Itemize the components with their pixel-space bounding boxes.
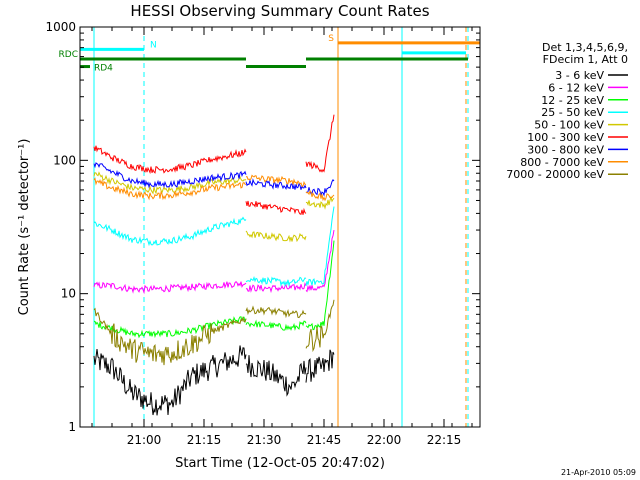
- legend-entry-8: 7000 - 20000 keV: [506, 168, 604, 181]
- series-3-segment-0: [93, 216, 247, 247]
- footer-timestamp: 21-Apr-2010 05:09: [561, 468, 636, 477]
- legend-entry-3: 25 - 50 keV: [541, 106, 604, 119]
- series-6-segment-1: [245, 178, 307, 191]
- flag-label-2: S: [328, 34, 334, 44]
- series-7: [93, 174, 335, 202]
- legend-header-1: FDecim 1, Att 0: [543, 53, 628, 66]
- x-tick-label-2: 21:30: [247, 433, 282, 447]
- series-1-segment-2: [305, 230, 335, 293]
- legend: Det 1,3,4,5,6,9,FDecim 1, Att 0 3 - 6 keV…: [506, 41, 628, 181]
- x-tick-label-3: 21:45: [307, 433, 342, 447]
- legend-entry-5: 100 - 300 keV: [527, 131, 604, 144]
- series-0-segment-1: [245, 355, 307, 397]
- series-4: [93, 171, 335, 243]
- series-8-segment-0: [93, 307, 247, 366]
- x-tick-label-5: 22:15: [427, 433, 462, 447]
- series-4-segment-0: [93, 171, 247, 195]
- series-0-segment-2: [305, 349, 335, 383]
- series-0: [93, 345, 335, 416]
- x-axis-label: Start Time (12-Oct-05 20:47:02): [175, 456, 385, 471]
- x-axis: 21:00 21:15 21:30 21:45 22:00 22:15: [91, 27, 473, 447]
- series-3-segment-1: [245, 276, 307, 288]
- legend-entry-2: 12 - 25 keV: [541, 94, 604, 107]
- legend-header-0: Det 1,3,4,5,6,9,: [542, 41, 628, 54]
- series-1-segment-0: [93, 281, 247, 295]
- series-5-segment-0: [93, 145, 247, 175]
- legend-entry-0: 3 - 6 keV: [555, 69, 604, 82]
- series-4-segment-1: [245, 230, 307, 243]
- series-2-segment-0: [93, 316, 247, 339]
- series-1: [93, 230, 335, 295]
- series-8: [93, 299, 335, 366]
- series-3-segment-2: [305, 206, 335, 287]
- legend-entry-4: 50 - 100 keV: [534, 119, 604, 132]
- plot-frame: [79, 26, 481, 428]
- series-6-segment-2: [305, 179, 335, 197]
- y-tick-label-1: 10: [61, 287, 76, 301]
- plot-area: N S RDC RD4: [59, 27, 480, 427]
- series-7-segment-0: [93, 177, 247, 201]
- x-tick-label-4: 22:00: [367, 433, 402, 447]
- flag-label-3: RDC: [59, 50, 78, 60]
- flag-label-0: N: [150, 40, 157, 50]
- series-2-segment-2: [305, 240, 335, 331]
- series-layer: [93, 114, 335, 416]
- series-4-segment-2: [305, 195, 335, 210]
- series-3: [93, 206, 335, 288]
- legend-entry-6: 300 - 800 keV: [527, 143, 604, 156]
- vertical-markers: [93, 27, 469, 427]
- legend-entry-1: 6 - 12 keV: [548, 81, 604, 94]
- series-6: [93, 162, 335, 197]
- series-7-segment-1: [245, 174, 307, 187]
- flag-label-4: RD4: [94, 64, 113, 74]
- series-7-segment-2: [305, 190, 335, 202]
- legend-entry-7: 800 - 7000 keV: [520, 156, 604, 169]
- series-5-segment-1: [245, 200, 307, 215]
- series-5-segment-2: [305, 114, 335, 173]
- series-5: [93, 114, 335, 215]
- flag-bars: N S RDC RD4: [59, 34, 480, 74]
- series-0-segment-0: [93, 345, 247, 416]
- y-axis-label: Count Rate (s⁻¹ detector⁻¹): [17, 139, 32, 316]
- y-tick-label-0: 1: [68, 420, 76, 434]
- series-2: [93, 240, 335, 339]
- series-8-segment-2: [305, 299, 335, 353]
- chart-title: HESSI Observing Summary Count Rates: [130, 2, 429, 20]
- series-1-segment-1: [245, 282, 307, 294]
- x-tick-label-0: 21:00: [127, 433, 162, 447]
- series-2-segment-1: [245, 319, 307, 332]
- series-8-segment-1: [245, 305, 307, 319]
- y-tick-label-3: 1000: [45, 20, 76, 34]
- series-6-segment-0: [93, 162, 247, 189]
- x-tick-label-1: 21:15: [187, 433, 222, 447]
- y-axis: 1 10 100 1000: [45, 20, 480, 434]
- y-tick-label-2: 100: [53, 153, 76, 167]
